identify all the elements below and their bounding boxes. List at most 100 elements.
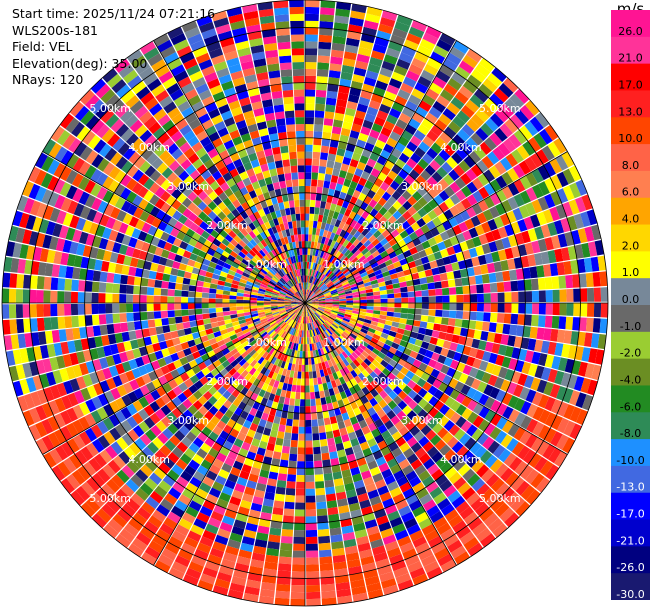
velocity-gate <box>264 561 278 571</box>
velocity-gate <box>324 424 333 433</box>
velocity-gate <box>298 316 302 323</box>
velocity-gate <box>500 487 515 502</box>
velocity-gate <box>305 309 308 317</box>
velocity-gate <box>562 201 574 217</box>
velocity-gate <box>168 536 184 549</box>
velocity-gate <box>383 452 395 463</box>
velocity-gate <box>224 456 235 467</box>
velocity-gate <box>332 304 340 307</box>
velocity-gate <box>202 529 217 541</box>
velocity-gate <box>509 93 525 109</box>
velocity-gate <box>335 183 343 192</box>
velocity-gate <box>306 543 318 551</box>
velocity-gate <box>352 592 368 603</box>
velocity-gate <box>280 330 287 338</box>
velocity-gate <box>462 230 472 241</box>
velocity-gate <box>277 352 283 360</box>
velocity-gate <box>310 293 316 299</box>
velocity-gate <box>144 520 159 534</box>
velocity-gate <box>339 306 347 310</box>
velocity-gate <box>522 449 536 464</box>
velocity-gate <box>295 315 300 322</box>
velocity-gate <box>275 590 290 599</box>
velocity-gate <box>353 349 362 357</box>
velocity-gate <box>290 598 305 606</box>
velocity-gate <box>295 343 299 351</box>
velocity-gate <box>191 555 207 567</box>
velocity-gate <box>309 308 315 314</box>
velocity-gate <box>485 118 499 132</box>
velocity-gate <box>364 319 372 324</box>
velocity-gate <box>333 161 342 170</box>
velocity-gate <box>488 517 504 533</box>
velocity-gate <box>326 500 338 509</box>
velocity-gate <box>260 397 268 406</box>
velocity-gate <box>497 142 511 157</box>
velocity-gate <box>310 392 316 400</box>
velocity-gate <box>382 343 391 351</box>
velocity-gate <box>195 308 203 315</box>
velocity-gate <box>238 358 247 367</box>
velocity-gate <box>236 416 246 426</box>
velocity-gate <box>388 359 398 368</box>
velocity-gate <box>448 424 461 436</box>
velocity-gate <box>325 353 331 361</box>
velocity-gate <box>385 246 395 255</box>
velocity-gate <box>395 118 408 130</box>
velocity-gate <box>409 246 418 255</box>
velocity-gate <box>372 265 381 272</box>
velocity-gate <box>96 508 112 524</box>
velocity-gate <box>189 476 202 488</box>
velocity-gate <box>349 236 357 244</box>
velocity-gate <box>250 392 259 402</box>
velocity-gate <box>336 286 344 291</box>
velocity-gate <box>333 22 348 31</box>
velocity-gate <box>199 536 214 548</box>
velocity-gate <box>544 177 557 193</box>
velocity-gate <box>50 277 59 290</box>
velocity-gate <box>239 499 252 510</box>
velocity-gate <box>416 333 425 341</box>
velocity-gate <box>522 141 536 156</box>
velocity-gate <box>476 483 490 497</box>
velocity-gate <box>310 248 314 256</box>
velocity-gate <box>452 134 465 147</box>
velocity-gate <box>483 312 491 322</box>
velocity-gate <box>449 193 461 205</box>
velocity-gate <box>188 561 204 573</box>
velocity-gate <box>487 332 496 343</box>
velocity-gate <box>325 396 332 404</box>
velocity-gate <box>252 370 260 379</box>
velocity-gate <box>329 314 337 319</box>
velocity-gate <box>209 312 217 319</box>
velocity-gate <box>376 363 386 372</box>
velocity-gate <box>372 287 380 292</box>
velocity-gate <box>352 473 363 483</box>
velocity-gate <box>466 356 476 367</box>
velocity-gate <box>339 264 346 271</box>
velocity-gate <box>313 356 318 365</box>
velocity-gate <box>337 288 345 293</box>
velocity-gate <box>265 554 279 564</box>
velocity-gate <box>456 303 464 311</box>
velocity-gate <box>373 303 381 307</box>
velocity-gate <box>382 328 391 335</box>
velocity-gate <box>453 40 469 54</box>
velocity-gate <box>366 299 374 303</box>
velocity-gate <box>599 271 608 287</box>
velocity-gate <box>354 325 362 331</box>
velocity-gate <box>562 168 575 185</box>
velocity-gate <box>318 299 326 302</box>
velocity-gate <box>417 207 428 218</box>
velocity-gate <box>476 160 489 173</box>
velocity-gate <box>483 384 494 396</box>
velocity-gate <box>208 298 216 303</box>
velocity-gate <box>350 227 358 236</box>
velocity-gate <box>576 409 588 426</box>
velocity-gate <box>292 328 297 336</box>
velocity-gate <box>311 303 319 305</box>
velocity-gate <box>229 303 237 307</box>
velocity-gate <box>354 375 362 384</box>
velocity-gate <box>181 542 196 555</box>
velocity-gate <box>487 440 500 454</box>
